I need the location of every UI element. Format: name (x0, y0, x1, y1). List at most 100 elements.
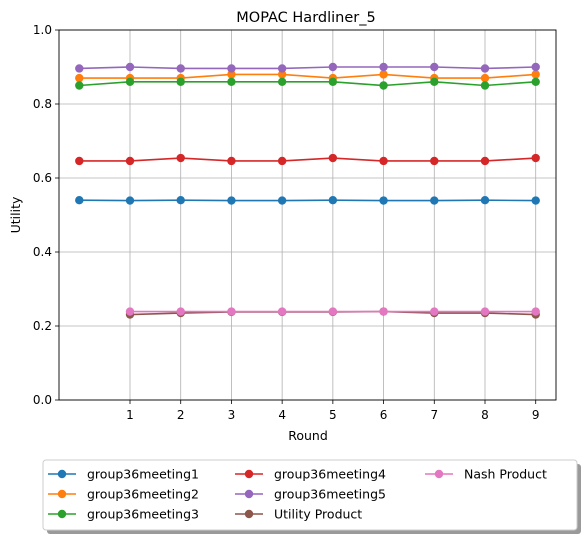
x-tick-label: 9 (532, 408, 540, 422)
y-tick-label: 0.6 (33, 171, 52, 185)
x-tick-label: 4 (278, 408, 286, 422)
x-tick-label: 3 (228, 408, 236, 422)
data-point (176, 307, 185, 316)
legend-entry: group36meeting4 (235, 467, 386, 482)
legend-label: group36meeting2 (87, 487, 199, 502)
x-tick-label: 2 (177, 408, 185, 422)
data-point (277, 156, 287, 166)
plot-frame (58, 29, 557, 401)
legend-swatch-marker (434, 469, 444, 479)
x-axis-label: Round (288, 428, 328, 443)
data-point (328, 62, 338, 72)
data-point (328, 196, 338, 205)
data-point (328, 153, 338, 163)
x-axis-ticks: 1 2 3 4 5 6 7 8 9 (126, 400, 540, 422)
legend-entry: Utility Product (235, 507, 362, 522)
data-point (75, 73, 84, 83)
plot-area (58, 29, 557, 401)
data-point (227, 307, 236, 316)
data-point (277, 307, 287, 316)
y-axis-ticks: 0.0 0.2 0.4 0.6 0.8 1.0 (33, 23, 59, 407)
plot-background (59, 30, 556, 400)
legend-items: group36meeting1 group36meeting2 group36mee… (48, 467, 547, 522)
legend-swatch-marker (244, 469, 254, 479)
data-point (328, 307, 338, 316)
series-group36meeting2 (75, 70, 540, 83)
data-point (379, 307, 388, 316)
data-point (176, 153, 185, 163)
series-nash-product (125, 307, 540, 316)
data-point (379, 81, 388, 90)
legend-label: group36meeting3 (87, 507, 199, 522)
data-point (480, 73, 490, 83)
data-point (480, 307, 490, 316)
y-tick-label: 0.8 (33, 97, 52, 111)
y-tick-label: 0.2 (33, 319, 52, 333)
legend-box (42, 459, 578, 531)
x-tick-label: 6 (380, 408, 388, 422)
data-point (531, 196, 540, 205)
data-point (176, 64, 185, 73)
legend-entry: group36meeting3 (48, 507, 199, 522)
legend-swatch-marker (244, 489, 254, 499)
legend-label: group36meeting4 (274, 467, 386, 482)
data-point (176, 77, 185, 87)
data-point (379, 156, 388, 166)
data-point (379, 70, 388, 79)
series-group36meeting1 (75, 196, 540, 205)
legend-swatch-marker (57, 509, 67, 519)
y-tick-label: 1.0 (33, 23, 52, 37)
legend-label: group36meeting5 (274, 487, 386, 502)
series-line (79, 73, 536, 79)
data-point (531, 77, 540, 87)
data-point (75, 156, 84, 166)
series-group36meeting3 (75, 77, 540, 90)
chart-title: MOPAC Hardliner_5 (236, 10, 375, 26)
data-point (125, 77, 135, 87)
y-axis-label: Utility (8, 196, 23, 233)
data-point (430, 307, 439, 316)
series-group36meeting5 (75, 62, 540, 73)
legend-swatch-marker (57, 469, 67, 479)
data-point (379, 196, 388, 205)
data-point (277, 196, 287, 205)
data-point (531, 153, 540, 163)
data-point (277, 64, 287, 73)
data-point (176, 196, 185, 205)
y-tick-label: 0.4 (33, 245, 52, 259)
data-point (125, 307, 135, 316)
data-point (227, 156, 236, 166)
data-point (480, 196, 490, 205)
series-line (79, 66, 536, 70)
data-point (75, 196, 84, 205)
legend-entry: Nash Product (425, 467, 547, 482)
legend-entry: group36meeting1 (48, 467, 199, 482)
data-point (480, 81, 490, 90)
legend-swatch-marker (57, 489, 67, 499)
data-point (430, 62, 439, 72)
data-point (531, 307, 540, 316)
data-point (430, 196, 439, 205)
data-point (75, 81, 84, 90)
legend-entry: group36meeting5 (235, 487, 386, 502)
data-point (125, 62, 135, 72)
data-point (227, 64, 236, 73)
series-line (79, 157, 536, 162)
data-point (277, 70, 287, 79)
series-layer (75, 62, 540, 319)
data-point (328, 77, 338, 87)
data-point (227, 70, 236, 79)
data-point (430, 156, 439, 166)
legend-swatch-marker (244, 509, 254, 519)
legend-label: Nash Product (464, 467, 547, 482)
legend-label: group36meeting1 (87, 467, 199, 482)
x-tick-label: 7 (430, 408, 438, 422)
x-tick-label: 1 (126, 408, 134, 422)
series-line (79, 80, 536, 87)
legend: group36meeting1 group36meeting2 group36mee… (42, 459, 581, 534)
data-point (430, 77, 439, 87)
data-point (125, 156, 135, 166)
x-tick-label: 5 (329, 408, 337, 422)
y-tick-label: 0.0 (33, 393, 52, 407)
